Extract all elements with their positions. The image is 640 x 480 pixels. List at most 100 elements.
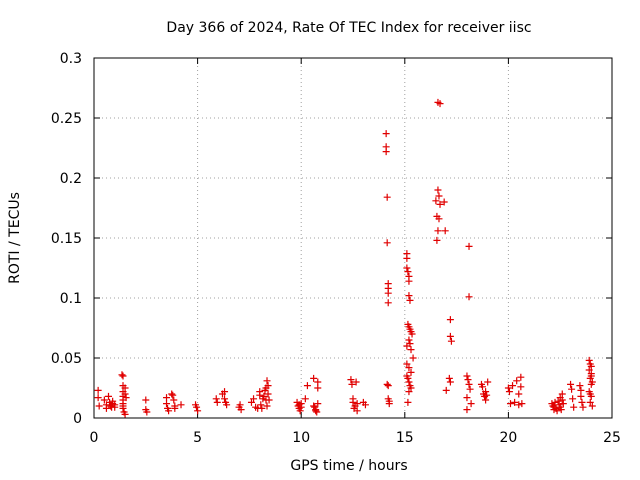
- data-point: [577, 386, 585, 394]
- data-point: [223, 401, 231, 409]
- data-point: [121, 390, 129, 398]
- data-point: [435, 215, 443, 223]
- data-point: [576, 382, 584, 390]
- data-point: [483, 391, 491, 399]
- data-point: [385, 400, 393, 408]
- data-point: [467, 400, 475, 408]
- y-tick-label: 0.2: [60, 171, 82, 187]
- data-point: [163, 394, 171, 402]
- data-point: [436, 200, 444, 208]
- data-point: [263, 402, 271, 410]
- data-point: [440, 198, 448, 206]
- data-point: [142, 396, 150, 404]
- data-point: [263, 377, 271, 385]
- data-point: [551, 398, 559, 406]
- data-point: [163, 400, 171, 408]
- data-point: [407, 346, 415, 354]
- data-point: [122, 394, 130, 402]
- y-tick-label: 0.3: [60, 51, 82, 67]
- data-point: [586, 398, 594, 406]
- data-point: [587, 362, 595, 370]
- data-point: [403, 342, 411, 350]
- data-point: [404, 398, 412, 406]
- data-point: [194, 407, 202, 415]
- data-point: [465, 242, 473, 250]
- data-point: [169, 391, 177, 399]
- data-point: [94, 394, 102, 402]
- data-point: [265, 396, 273, 404]
- data-point: [258, 404, 266, 412]
- chart-title: Day 366 of 2024, Rate Of TEC Index for r…: [166, 20, 531, 36]
- data-point: [445, 374, 453, 382]
- data-point: [587, 372, 595, 380]
- data-point: [105, 392, 113, 400]
- data-point: [517, 383, 525, 391]
- data-point: [237, 406, 245, 414]
- data-point: [301, 395, 309, 403]
- data-point: [408, 330, 416, 338]
- data-point: [383, 239, 391, 247]
- data-point: [403, 254, 411, 262]
- data-point: [168, 390, 176, 398]
- data-point: [409, 354, 417, 362]
- data-point: [585, 366, 593, 374]
- data-point: [250, 395, 258, 403]
- data-point: [464, 376, 472, 384]
- data-point: [353, 400, 361, 408]
- y-tick-label: 0.15: [51, 231, 82, 247]
- data-point: [558, 390, 566, 398]
- data-point: [557, 406, 565, 414]
- data-point: [407, 384, 415, 392]
- data-point: [264, 390, 272, 398]
- data-point: [106, 398, 114, 406]
- data-point: [559, 400, 567, 408]
- data-point: [212, 395, 220, 403]
- data-point: [463, 372, 471, 380]
- data-point: [121, 410, 129, 418]
- data-point: [171, 404, 179, 412]
- grid-lines: [94, 58, 612, 418]
- data-point: [257, 401, 265, 409]
- y-tick-label: 0.25: [51, 111, 82, 127]
- x-tick-label: 15: [396, 430, 414, 446]
- x-tick-labels: 0 5 10 15 20 25: [90, 430, 621, 446]
- data-point: [352, 378, 360, 386]
- data-point: [170, 396, 178, 404]
- y-axis-label: ROTI / TECUs: [7, 192, 23, 284]
- data-point: [578, 398, 586, 406]
- data-point: [517, 373, 525, 381]
- y-tick-label: 0.05: [51, 351, 82, 367]
- data-point: [312, 407, 320, 415]
- data-point: [264, 382, 272, 390]
- plot-frame: [93, 57, 613, 419]
- data-point: [442, 386, 450, 394]
- data-point: [221, 388, 229, 396]
- data-point: [361, 401, 369, 409]
- data-point: [143, 408, 151, 416]
- data-point: [569, 395, 577, 403]
- data-point: [553, 407, 561, 415]
- data-point: [406, 296, 414, 304]
- data-point: [382, 130, 390, 138]
- data-point: [349, 398, 357, 406]
- y-tick-label: 0.1: [60, 291, 82, 307]
- data-point: [436, 100, 444, 108]
- data-point: [236, 401, 244, 409]
- x-tick-label: 20: [499, 430, 517, 446]
- data-point: [383, 193, 391, 201]
- data-point: [568, 385, 576, 393]
- data-point: [446, 378, 454, 386]
- data-point: [405, 336, 413, 344]
- x-tick-label: 5: [193, 430, 202, 446]
- data-point: [447, 337, 455, 345]
- data-point: [558, 396, 566, 404]
- data-point: [405, 378, 413, 386]
- data-point: [511, 398, 519, 406]
- data-point: [484, 378, 492, 386]
- data-point: [554, 397, 562, 405]
- data-point: [441, 227, 449, 235]
- data-point: [405, 292, 413, 300]
- data-point: [586, 390, 594, 398]
- data-point: [303, 382, 311, 390]
- data-points: [94, 98, 596, 418]
